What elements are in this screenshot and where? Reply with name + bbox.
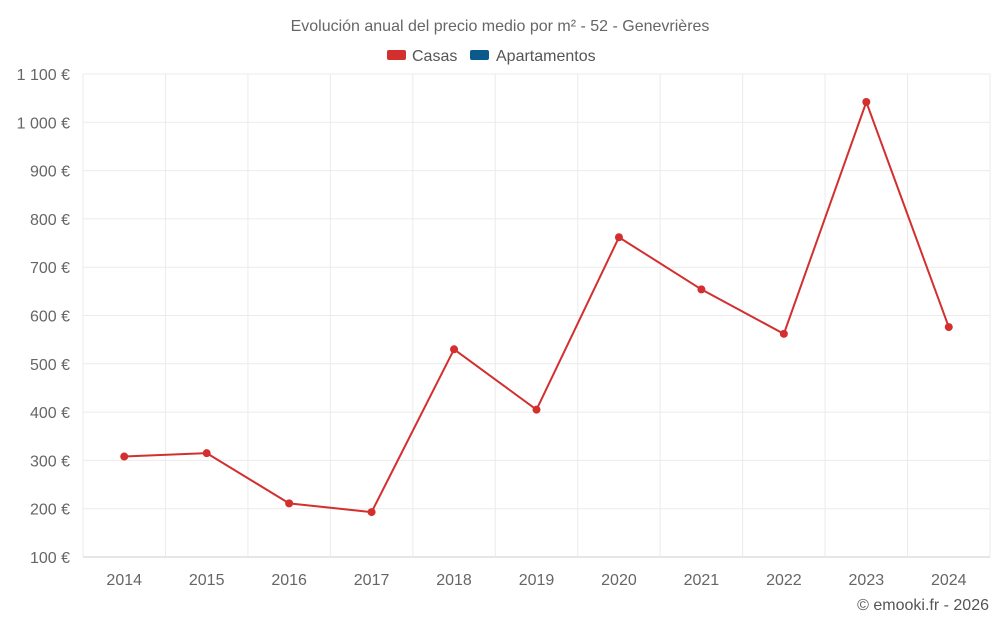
x-tick-label: 2020 — [601, 572, 637, 589]
x-axis: 2014 2015 2016 2017 2018 2019 2020 2021 2022 2023… — [106, 572, 966, 589]
data-point-casas-2021[interactable] — [697, 285, 706, 294]
legend-swatch-apartamentos — [470, 50, 489, 60]
y-tick-label: 300 € — [30, 453, 70, 470]
y-axis: 100 € 200 € 300 € 400 € 500 € 600 € 700 € 800 €… — [17, 67, 70, 567]
data-point-casas-2019[interactable] — [532, 405, 541, 414]
data-point-casas-2020[interactable] — [614, 233, 623, 242]
x-tick-label: 2023 — [849, 572, 885, 589]
x-tick-label: 2017 — [354, 572, 390, 589]
y-gridlines — [83, 73, 990, 558]
credit-text: © emooki.fr - 2026 — [857, 597, 989, 614]
x-tick-label: 2022 — [766, 572, 802, 589]
series-casas — [120, 98, 953, 517]
x-tick-label: 2019 — [519, 572, 555, 589]
y-tick-label: 700 € — [30, 260, 70, 277]
y-tick-label: 500 € — [30, 357, 70, 374]
legend-swatch-casas — [387, 50, 406, 60]
x-tick-label: 2016 — [271, 572, 307, 589]
legend-label-casas: Casas — [412, 48, 457, 65]
data-point-casas-2023[interactable] — [862, 98, 871, 107]
y-tick-label: 200 € — [30, 502, 70, 519]
data-point-casas-2017[interactable] — [367, 508, 376, 517]
x-gridlines — [82, 74, 991, 557]
legend-label-apartamentos: Apartamentos — [496, 48, 596, 65]
chart-title: Evolución anual del precio medio por m² … — [291, 18, 710, 35]
legend-item-casas[interactable]: Casas — [387, 48, 457, 65]
data-point-casas-2018[interactable] — [450, 345, 459, 354]
data-point-casas-2024[interactable] — [944, 323, 953, 332]
data-point-casas-2016[interactable] — [285, 499, 294, 508]
x-tick-label: 2015 — [189, 572, 225, 589]
legend: Casas Apartamentos — [387, 48, 596, 65]
y-tick-label: 600 € — [30, 309, 70, 326]
data-point-casas-2014[interactable] — [120, 452, 129, 461]
y-tick-label: 1 000 € — [17, 115, 70, 132]
x-tick-label: 2024 — [931, 572, 967, 589]
y-tick-label: 400 € — [30, 405, 70, 422]
data-point-casas-2022[interactable] — [779, 329, 788, 338]
x-tick-label: 2014 — [106, 572, 142, 589]
y-tick-label: 800 € — [30, 212, 70, 229]
y-tick-label: 900 € — [30, 164, 70, 181]
x-tick-label: 2018 — [436, 572, 472, 589]
y-tick-label: 100 € — [30, 550, 70, 567]
legend-item-apartamentos[interactable]: Apartamentos — [470, 48, 596, 65]
y-tick-label: 1 100 € — [17, 67, 70, 84]
x-tick-label: 2021 — [684, 572, 720, 589]
data-point-casas-2015[interactable] — [202, 449, 211, 458]
